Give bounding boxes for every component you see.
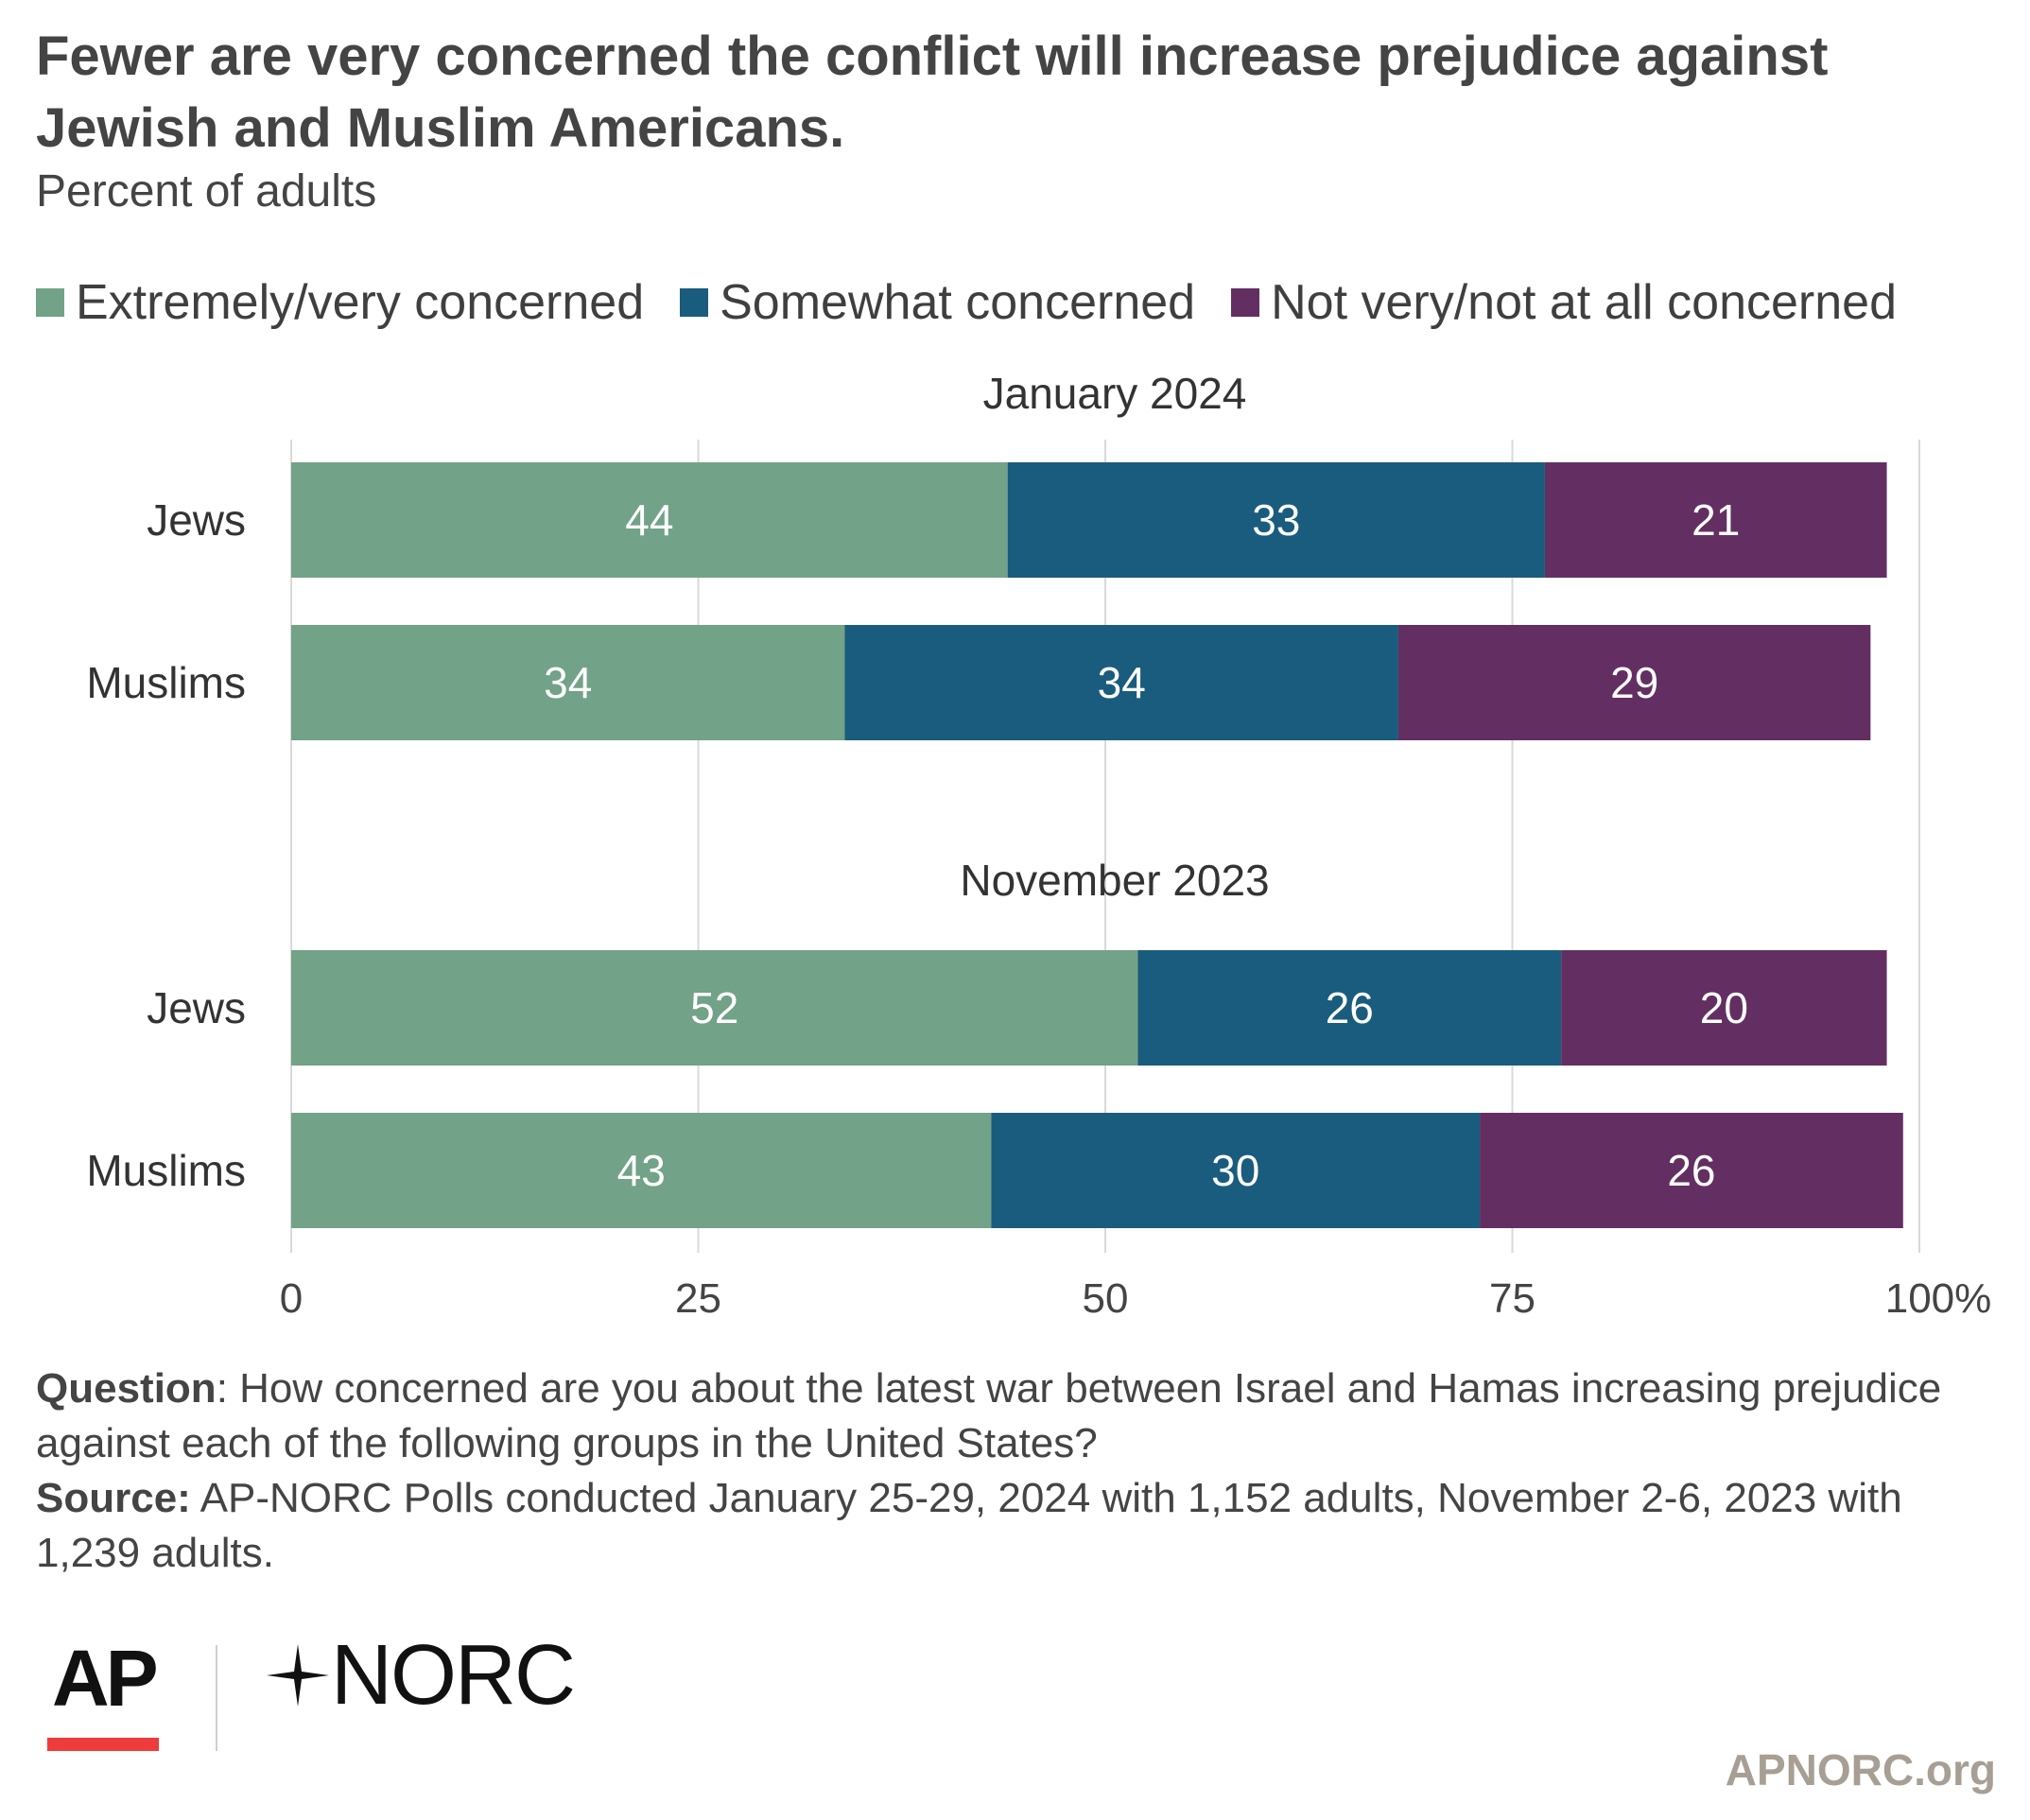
source-note: Source: AP-NORC Polls conducted January … xyxy=(36,1471,2003,1581)
category-label: Jews xyxy=(147,983,246,1032)
bar-segment xyxy=(291,625,845,740)
legend-label: Extremely/very concerned xyxy=(76,275,645,330)
legend-swatch xyxy=(680,288,709,317)
bar-segment xyxy=(1137,950,1562,1066)
question-note: Question: How concerned are you about th… xyxy=(36,1361,2003,1471)
category-label: Jews xyxy=(147,495,246,545)
data-label: 44 xyxy=(625,495,673,545)
ap-logo-bar xyxy=(47,1738,159,1751)
group-label: January 2024 xyxy=(983,369,1247,418)
data-label: 20 xyxy=(1700,983,1748,1032)
chart-title: Fewer are very concerned the conflict wi… xyxy=(36,26,1829,159)
ap-logo: AP xyxy=(52,1634,159,1723)
bar-segment xyxy=(991,1113,1481,1228)
data-label: 21 xyxy=(1692,495,1740,545)
x-tick-label: 75 xyxy=(1489,1275,1536,1322)
question-text: : How concerned are you about the latest… xyxy=(36,1365,1942,1466)
x-tick-label: 50 xyxy=(1083,1275,1129,1322)
x-tick-label: 100% xyxy=(1885,1275,1992,1322)
bar-segment xyxy=(291,462,1008,578)
bar-segment xyxy=(291,950,1138,1066)
star-icon xyxy=(267,1644,329,1707)
data-label: 30 xyxy=(1211,1146,1259,1195)
legend-item-extremely-very: Extremely/very concerned xyxy=(36,274,644,331)
logo-divider xyxy=(216,1645,217,1751)
norc-logo: NORC xyxy=(265,1627,576,1723)
chart-footnote: Question: How concerned are you about th… xyxy=(36,1361,2003,1581)
data-label: 29 xyxy=(1610,658,1658,707)
x-tick-label: 25 xyxy=(675,1275,721,1322)
legend-swatch xyxy=(36,288,64,317)
category-label: Muslims xyxy=(86,1146,246,1195)
category-label: Muslims xyxy=(86,658,246,707)
legend-swatch xyxy=(1231,288,1260,317)
source-text: AP-NORC Polls conducted January 25-29, 2… xyxy=(36,1475,1902,1576)
data-label: 43 xyxy=(617,1146,666,1195)
legend-item-somewhat: Somewhat concerned xyxy=(680,274,1195,331)
bar-segment xyxy=(291,1113,992,1228)
data-label: 26 xyxy=(1326,983,1374,1032)
bar-segment xyxy=(1480,1113,1903,1228)
data-label: 33 xyxy=(1252,495,1300,545)
legend-label: Not very/not at all concerned xyxy=(1271,275,1898,330)
bar-segment xyxy=(1561,950,1887,1066)
data-label: 34 xyxy=(544,658,592,707)
source-label: Source: xyxy=(36,1475,191,1521)
x-tick-label: 0 xyxy=(280,1275,303,1322)
legend-item-not-very: Not very/not at all concerned xyxy=(1231,274,1897,331)
norc-logo-text: NORC xyxy=(331,1627,576,1723)
chart-legend: Extremely/very concerned Somewhat concer… xyxy=(36,269,1897,336)
bar-segment xyxy=(844,625,1398,740)
legend-label: Somewhat concerned xyxy=(720,275,1196,330)
question-label: Question xyxy=(36,1365,217,1412)
bar-segment xyxy=(1007,462,1545,578)
data-label: 34 xyxy=(1098,658,1146,707)
data-label: 52 xyxy=(690,983,738,1032)
chart-subtitle: Percent of adults xyxy=(36,166,377,217)
bar-segment xyxy=(1544,462,1887,578)
bar-segment xyxy=(1397,625,1871,740)
site-link[interactable]: APNORC.org xyxy=(1725,1745,1996,1794)
group-label: November 2023 xyxy=(960,856,1269,905)
data-label: 26 xyxy=(1667,1146,1715,1195)
stacked-bar-chart: 0 25 50 75 100% January 2024 Jews 44 33 21 Muslims… xyxy=(86,369,1992,1322)
